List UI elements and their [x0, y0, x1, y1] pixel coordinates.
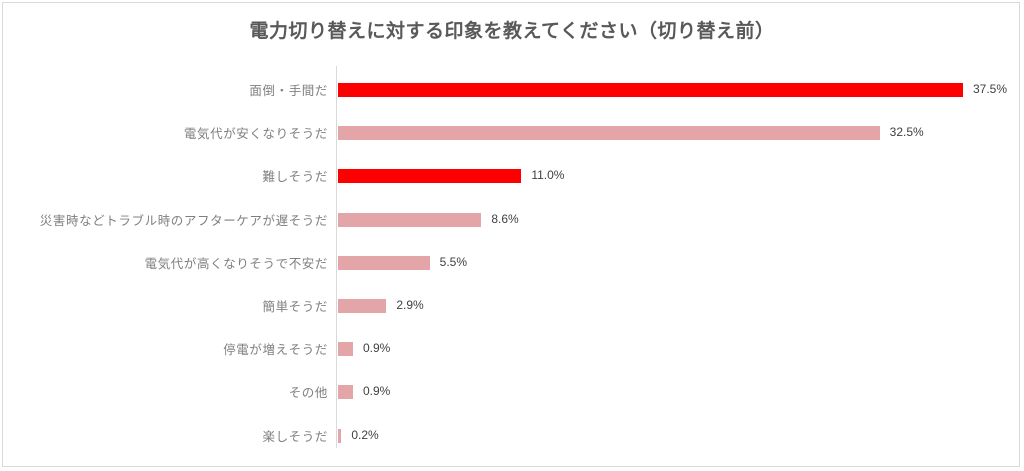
- bar: [338, 255, 430, 270]
- chart-title: 電力切り替えに対する印象を教えてください（切り替え前）: [249, 20, 775, 42]
- bar: [338, 126, 880, 141]
- category-label: 電気代が安くなりそうだ: [183, 126, 328, 142]
- bar-row: 電気代が安くなりそうだ 32.5%: [0, 125, 1024, 142]
- data-label: 2.9%: [396, 298, 424, 312]
- bar: [338, 342, 353, 357]
- category-label: 停電が増えそうだ: [223, 342, 328, 358]
- bar-row: 災害時などトラブル時のアフターケアが遅そうだ 8.6%: [0, 211, 1024, 228]
- data-label: 32.5%: [889, 125, 924, 140]
- bar-row: 電気代が高くなりそうで不安だ 5.5%: [0, 254, 1024, 271]
- data-label: 5.5%: [439, 254, 468, 269]
- category-label: 楽しそうだ: [262, 428, 328, 444]
- category-axis-line: [336, 66, 337, 448]
- bar-row: 簡単そうだ 2.9%: [0, 298, 1024, 314]
- bar: [338, 385, 353, 400]
- bar-row: 難しそうだ 11.0%: [0, 168, 1024, 185]
- category-label: その他: [288, 385, 328, 401]
- bar: [338, 428, 342, 443]
- category-label: 電気代が高くなりそうで不安だ: [144, 255, 328, 271]
- bar: [338, 169, 522, 184]
- data-label: 8.6%: [491, 211, 519, 226]
- data-label: 0.9%: [363, 341, 391, 356]
- bar-row: 面倒・手間だ 37.5%: [0, 82, 1024, 98]
- category-label: 簡単そうだ: [262, 299, 328, 314]
- bar: [338, 212, 482, 227]
- data-label: 0.9%: [363, 384, 391, 399]
- bar: [338, 83, 963, 97]
- bar-row: 楽しそうだ 0.2%: [0, 427, 1024, 444]
- data-label: 11.0%: [531, 168, 565, 183]
- bar: [338, 299, 387, 313]
- data-label: 0.2%: [351, 427, 379, 442]
- category-label: 災害時などトラブル時のアフターケアが遅そうだ: [39, 212, 328, 228]
- bar-row: 停電が増えそうだ 0.9%: [0, 341, 1024, 358]
- category-label: 面倒・手間だ: [249, 83, 328, 98]
- category-label: 難しそうだ: [262, 169, 328, 185]
- data-label: 37.5%: [973, 82, 1008, 96]
- bar-row: その他 0.9%: [0, 384, 1024, 401]
